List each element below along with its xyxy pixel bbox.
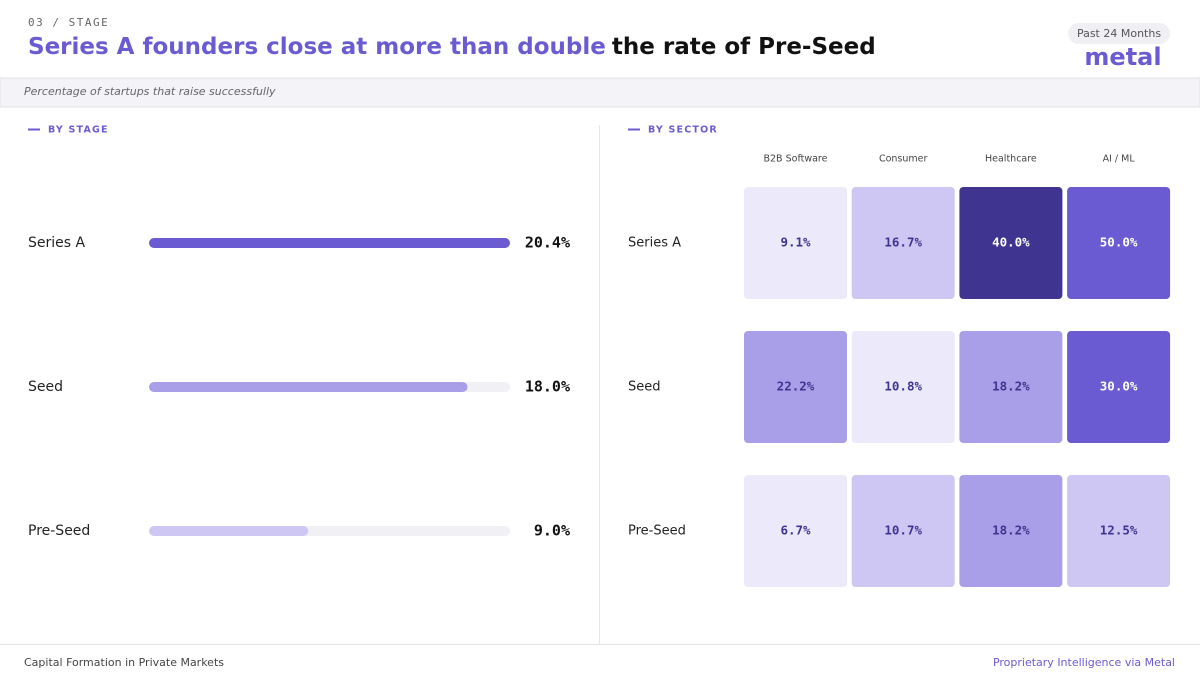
heat-cell bbox=[851, 475, 955, 587]
column-label: Healthcare bbox=[985, 154, 1037, 165]
value-label: 9.0% bbox=[534, 522, 570, 540]
heat-cell bbox=[959, 187, 1063, 299]
panel-title: BY SECTOR bbox=[648, 125, 718, 136]
cell-label: 16.7% bbox=[884, 235, 922, 250]
subtitle-band bbox=[0, 77, 1200, 108]
category-label: Pre-Seed bbox=[28, 523, 90, 539]
cell-label: 12.5% bbox=[1100, 523, 1138, 538]
cell-label: 9.1% bbox=[780, 235, 811, 250]
heat-cell bbox=[1067, 475, 1171, 587]
value-label: 20.4% bbox=[525, 234, 570, 252]
cell-label: 18.2% bbox=[992, 523, 1030, 538]
badge-bg bbox=[1068, 23, 1170, 44]
badge: Past 24 Months bbox=[1077, 27, 1161, 40]
cell-label: 10.7% bbox=[884, 523, 922, 538]
eyebrow: 03 / STAGE bbox=[28, 16, 109, 29]
heat-cell bbox=[744, 475, 847, 587]
heat-cell bbox=[851, 187, 955, 299]
category-label: Series A bbox=[28, 235, 86, 251]
heat-cell bbox=[1067, 187, 1171, 299]
row-label: Series A bbox=[628, 236, 681, 251]
cell-label: 18.2% bbox=[992, 379, 1030, 394]
cell-label: 40.0% bbox=[992, 235, 1030, 250]
title-rest: the rate of Pre-Seed bbox=[612, 34, 876, 60]
value-label: 18.0% bbox=[525, 378, 570, 396]
row-label: Seed bbox=[628, 380, 661, 395]
category-label: Seed bbox=[28, 379, 63, 395]
column-label: AI / ML bbox=[1103, 154, 1136, 165]
row-label: Pre-Seed bbox=[628, 524, 686, 539]
heat-cell bbox=[851, 331, 955, 443]
logo: metal bbox=[1084, 43, 1161, 71]
cell-label: 6.7% bbox=[780, 523, 811, 538]
bar bbox=[149, 526, 309, 536]
cell-label: 30.0% bbox=[1100, 379, 1138, 394]
subtitle: Percentage of startups that raise succes… bbox=[24, 85, 276, 98]
heat-cell bbox=[959, 475, 1063, 587]
heat-cell bbox=[959, 331, 1063, 443]
footer-right: Proprietary Intelligence via Metal bbox=[993, 656, 1175, 669]
bar bbox=[149, 238, 510, 248]
bar bbox=[149, 382, 468, 392]
title-highlight: Series A founders close at more than dou… bbox=[28, 34, 606, 60]
column-label: Consumer bbox=[879, 154, 928, 165]
title: Series A founders close at more than dou… bbox=[28, 34, 876, 60]
heat-cell bbox=[1067, 331, 1171, 443]
footer-left: Capital Formation in Private Markets bbox=[24, 656, 224, 669]
cell-label: 10.8% bbox=[884, 379, 922, 394]
heat-cell bbox=[744, 187, 847, 299]
cell-label: 50.0% bbox=[1100, 235, 1138, 250]
cell-label: 22.2% bbox=[777, 379, 815, 394]
column-label: B2B Software bbox=[764, 154, 828, 165]
heat-cell bbox=[744, 331, 847, 443]
panel-title: BY STAGE bbox=[48, 125, 109, 136]
